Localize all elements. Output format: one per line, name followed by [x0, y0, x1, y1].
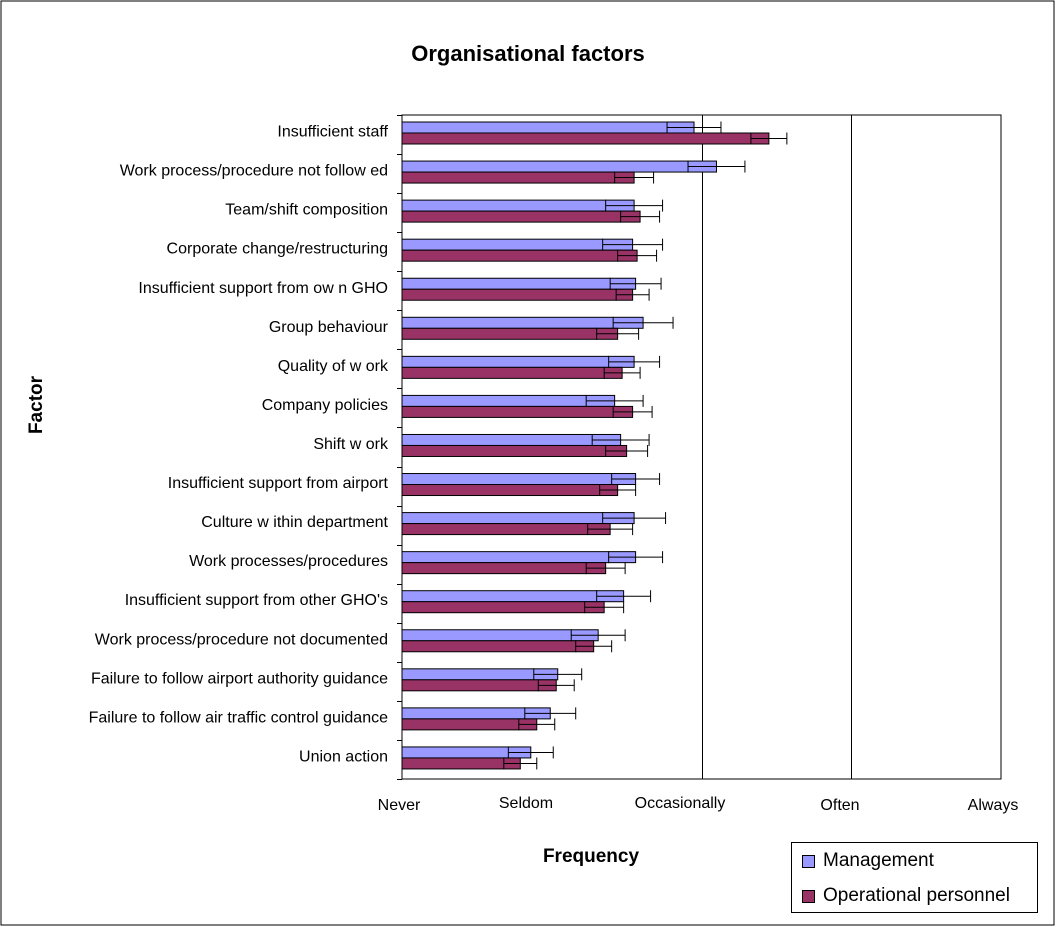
x-tick-label: Occasionally: [635, 795, 726, 812]
legend-swatch-management: [802, 854, 815, 868]
bar-management: [401, 473, 637, 486]
bar-operational: [401, 171, 635, 184]
error-bars-layer: [503, 121, 788, 770]
chart-title: Organisational factors: [411, 41, 645, 66]
bar-management: [401, 355, 635, 368]
x-axis-title: Frequency: [543, 846, 640, 867]
category-label: Insufficient support from other GHO's: [125, 592, 388, 609]
category-labels: Insufficient staff Work process/procedure…: [89, 124, 389, 766]
legend: Management Operational personnel: [791, 842, 1038, 913]
legend-item-management: Management: [802, 849, 934, 873]
category-label: Group behaviour: [269, 319, 389, 336]
bar-operational: [401, 562, 607, 575]
category-label: Failure to follow air traffic control gu…: [89, 709, 389, 726]
category-label: Insufficient staff: [277, 124, 388, 141]
category-label: Corporate change/restructuring: [167, 241, 388, 258]
x-tick-label: Seldom: [499, 795, 553, 812]
category-label: Insufficient support from ow n GHO: [138, 280, 388, 297]
x-tick-label: Often: [820, 797, 859, 814]
bar-management: [401, 394, 616, 407]
bar-operational: [401, 366, 623, 379]
category-label: Failure to follow airport authority guid…: [91, 670, 388, 687]
category-label: Work process/procedure not documented: [95, 631, 388, 648]
bar-operational: [401, 288, 634, 301]
bar-operational: [401, 601, 605, 614]
x-tick-label: Always: [968, 797, 1019, 814]
category-label: Union action: [299, 748, 388, 765]
x-tick-labels: Never Seldom Occasionally Often Always: [378, 795, 1019, 814]
legend-item-operational: Operational personnel: [802, 884, 1010, 908]
bar-operational: [401, 718, 538, 731]
category-label: Work processes/procedures: [189, 553, 388, 570]
bar-management: [401, 433, 622, 446]
bar-operational: [401, 484, 619, 497]
category-label: Work process/procedure not follow ed: [120, 163, 388, 180]
bar-operational: [401, 640, 595, 653]
bar-operational: [401, 210, 641, 223]
bar-management: [401, 590, 625, 603]
bar-management: [401, 199, 635, 212]
bar-operational: [401, 679, 557, 692]
bar-management: [401, 121, 695, 134]
category-label: Culture w ithin department: [201, 514, 388, 531]
category-label: Quality of w ork: [278, 358, 389, 375]
bar-management: [401, 512, 635, 525]
bar-operational: [401, 132, 770, 145]
x-tick-label: Never: [378, 797, 421, 814]
bar-operational: [401, 405, 634, 418]
y-axis-title: Factor: [26, 375, 47, 434]
category-label: Shift w ork: [313, 436, 389, 453]
legend-label-management: Management: [823, 850, 934, 871]
bar-management: [401, 551, 637, 564]
category-label: Company policies: [262, 397, 388, 414]
legend-label-operational: Operational personnel: [823, 885, 1010, 906]
bar-operational: [401, 523, 611, 536]
bar-operational: [401, 249, 638, 262]
bar-operational: [401, 757, 521, 770]
bar-management: [401, 277, 637, 290]
bar-management: [401, 316, 644, 329]
bar-management: [401, 629, 599, 642]
bar-management: [401, 238, 634, 251]
legend-swatch-operational: [802, 889, 815, 903]
bar-operational: [401, 444, 628, 457]
category-label: Insufficient support from airport: [168, 475, 389, 492]
category-label: Team/shift composition: [225, 202, 388, 219]
bar-operational: [401, 327, 619, 340]
bar-management: [401, 160, 717, 173]
